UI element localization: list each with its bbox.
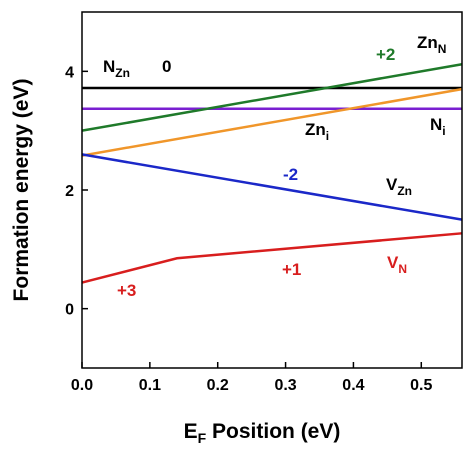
annotation-sub: Zn	[115, 66, 130, 80]
x-tick-label: 0.1	[139, 377, 161, 394]
x-label-main: E	[184, 420, 198, 443]
annotation-text: Zn	[305, 120, 326, 139]
plot-frame	[81, 11, 463, 369]
annotation-text: +2	[376, 45, 395, 64]
y-axis-label: Formation energy (eV)	[10, 79, 33, 302]
series-line	[81, 232, 463, 284]
annotation-text: V	[386, 175, 398, 194]
annotation: VZn	[386, 175, 412, 198]
annotation-sub: i	[326, 129, 329, 143]
series-line	[81, 62, 463, 132]
x-tick-label: 0.0	[71, 377, 93, 394]
annotation-sub: Zn	[397, 184, 412, 198]
annotation-text: +3	[117, 281, 136, 300]
annotation-text: Zn	[417, 33, 438, 52]
annotation-text: +1	[282, 260, 301, 279]
annotation-text: 0	[162, 57, 171, 76]
series-line	[81, 87, 463, 157]
x-tick-label: 0.5	[410, 377, 432, 394]
annotation: 0	[162, 57, 171, 76]
annotation-text: -2	[283, 165, 298, 184]
x-tick-label: 0.4	[342, 377, 364, 394]
annotation-sub: i	[442, 124, 445, 138]
annotation: +2	[376, 45, 395, 64]
x-tick-label: 0.3	[274, 377, 296, 394]
y-tick-label: 4	[65, 64, 74, 81]
annotation: -2	[283, 165, 298, 184]
annotation: +1	[282, 260, 301, 279]
annotation-text: N	[430, 115, 442, 134]
x-label-tail: Position (eV)	[206, 420, 340, 443]
series-line	[81, 153, 463, 221]
annotation: Zni	[305, 120, 329, 143]
annotation: NZn	[103, 57, 130, 80]
y-tick-label: 2	[65, 183, 74, 200]
annotation-sub: N	[438, 42, 447, 56]
x-tick-label: 0.2	[207, 377, 229, 394]
x-axis-label: EF Position (eV)	[184, 420, 341, 446]
annotation: VN	[387, 253, 407, 276]
annotation: +3	[117, 281, 136, 300]
x-label-sub: F	[198, 430, 207, 446]
annotation: ZnN	[417, 33, 446, 56]
annotation-sub: N	[398, 262, 407, 276]
annotation-text: V	[387, 253, 399, 272]
annotation: Ni	[430, 115, 446, 138]
y-tick-label: 0	[65, 302, 74, 319]
annotation-text: N	[103, 57, 115, 76]
